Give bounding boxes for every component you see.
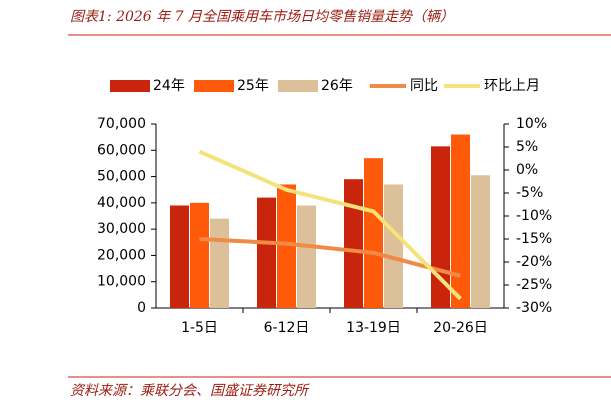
chart-title: 图表1: 2026 年 7 月全国乘用车市场日均零售销量走势（辆） (70, 9, 454, 25)
bar (471, 175, 490, 308)
y-tick-label: 10,000 (97, 274, 146, 290)
legend-label: 环比上月 (484, 78, 540, 94)
y-tick-label: 20,000 (97, 247, 146, 263)
y-tick-label: 50,000 (97, 169, 146, 185)
y-tick-label: 70,000 (97, 116, 146, 132)
legend-label: 26年 (321, 78, 353, 94)
source: 资料来源：乘联分会、国盛证券研究所 (70, 383, 310, 399)
y2-tick-label: -30% (516, 300, 552, 316)
bar (170, 205, 189, 308)
bar (277, 184, 296, 308)
line (198, 149, 462, 301)
y2-tick-label: -25% (516, 277, 552, 293)
y2-tick-label: 10% (516, 116, 547, 132)
y-tick-label: 0 (137, 300, 146, 316)
legend-label: 24年 (153, 78, 185, 94)
y-tick-label: 30,000 (97, 221, 146, 237)
x-tick-label: 20-26日 (433, 320, 488, 336)
y2-tick-label: 0% (516, 162, 538, 178)
y-tick-label: 60,000 (97, 142, 146, 158)
x-tick-label: 13-19日 (346, 320, 401, 336)
bar (384, 184, 403, 308)
legend-label: 25年 (237, 78, 269, 94)
legend-swatch (278, 80, 318, 92)
x-tick-label: 1-5日 (181, 320, 218, 336)
bar (297, 205, 316, 308)
line (199, 237, 462, 278)
legend-swatch (110, 80, 150, 92)
bar (451, 134, 470, 308)
y2-tick-label: 5% (516, 139, 538, 155)
y-tick-label: 40,000 (97, 195, 146, 211)
legend-swatch (194, 80, 234, 92)
y2-tick-label: -5% (516, 185, 543, 201)
bar (344, 179, 363, 308)
bar (210, 218, 229, 308)
y2-tick-label: -10% (516, 208, 552, 224)
bar (364, 158, 383, 308)
y2-tick-label: -15% (516, 231, 552, 247)
y2-tick-label: -20% (516, 254, 552, 270)
x-tick-label: 6-12日 (264, 320, 310, 336)
bar (257, 197, 276, 308)
legend-label: 同比 (410, 78, 438, 94)
bar (190, 202, 209, 308)
